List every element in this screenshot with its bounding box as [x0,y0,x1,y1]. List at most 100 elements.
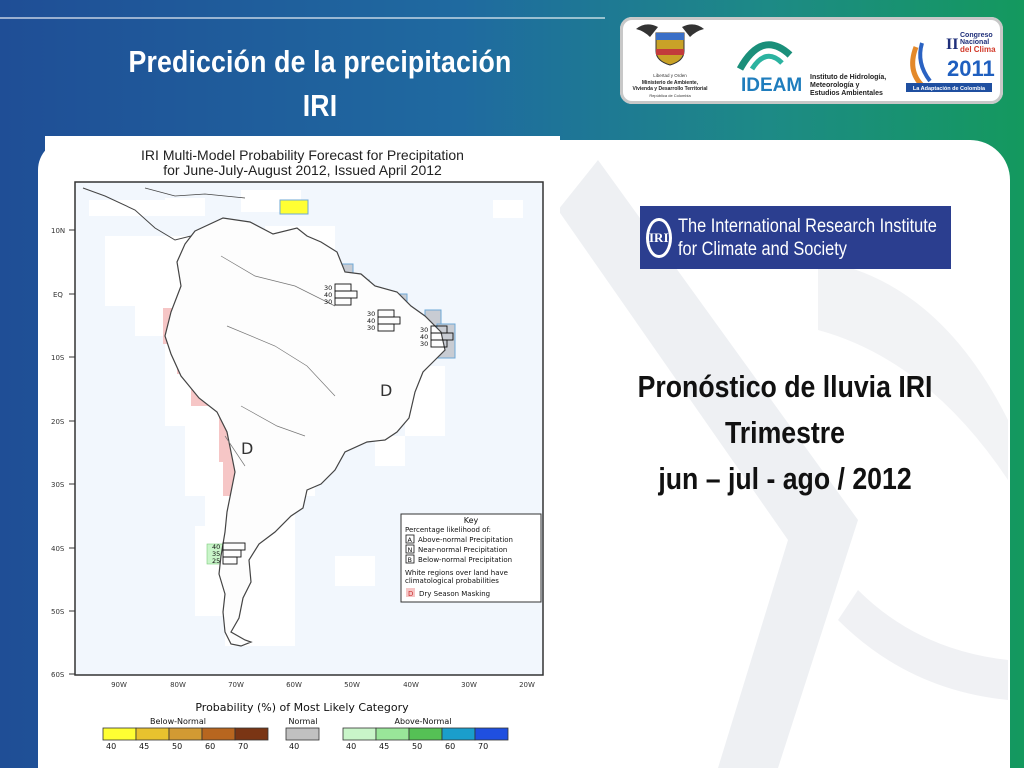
lat-label: 20S [51,418,65,426]
congress-year: 2011 [947,56,995,81]
congress-line2: Nacional [960,39,989,46]
key-dry-text: Dry Season Masking [419,590,490,598]
congress-line3: del Clima [960,45,996,54]
ministry-line1: Libertad y Orden [653,73,687,78]
below-swatch-label: 50 [172,742,182,751]
above-normal-label: Above-Normal [395,717,452,726]
key-note-line1: White regions over land have [405,569,508,577]
lat-label: 30S [51,481,65,489]
below-swatch [234,727,269,741]
coat-of-arms-icon [636,24,704,66]
iri-logo-text: The International Research Institute for… [678,215,937,261]
lat-label: 40S [51,545,65,553]
prob-value: 30 [367,310,375,318]
dry-region-label: D [380,381,392,400]
congress-tagline: La Adaptación de Colombia [913,86,986,92]
key-title: Key [464,516,479,525]
normal-swatch-label: 40 [289,742,299,751]
lon-label: 20W [519,681,535,689]
ministry-line4: República de Colombia [649,93,691,98]
below-swatch-label: 60 [205,742,215,751]
below-swatch [168,727,203,741]
south-america-outline [164,217,446,647]
lat-label: 10N [51,227,65,235]
lon-label: 90W [111,681,127,689]
prob-box: 30 40 30 [367,309,401,332]
ministry-line3: Vivienda y Desarrollo Territorial [632,86,708,92]
key-subtitle: Percentage likelihood of: [405,526,491,534]
lon-label: 60W [286,681,302,689]
prob-value: 35 [212,550,220,558]
ideam-name: IDEAM [741,75,802,96]
above-swatch [342,727,377,741]
prob-value: 30 [367,324,375,332]
lon-label: 50W [344,681,360,689]
forecast-line3: jun – jul - ago / 2012 [658,461,912,496]
lon-axis: 90W 80W 70W 60W 50W 40W 30W 20W [111,681,535,689]
above-swatch-label: 40 [346,742,356,751]
key-row-text: Above-normal Precipitation [418,536,513,544]
prob-value: 30 [324,298,332,306]
below-swatch [201,727,236,741]
prob-value: 40 [212,543,220,551]
above-swatch [375,727,410,741]
map-title: IRI Multi-Model Probability Forecast for… [45,148,560,178]
key-note-line2: climatological probabilities [405,577,499,585]
lon-label: 40W [403,681,419,689]
central-america-outline [82,187,192,241]
ideam-logo-icon [736,41,793,71]
slide-title-line1: Predicción de la precipitación [128,44,512,79]
prob-value: 40 [420,333,428,341]
key-row-text: Below-normal Precipitation [418,556,512,564]
map-title-line1: IRI Multi-Model Probability Forecast for… [141,147,464,163]
map-svg: 10N EQ 10S 20S 30S 40S 50S 60S 90W 80W 7… [51,181,544,751]
prob-box: 30 40 30 [420,325,454,348]
lat-label: 10S [51,354,65,362]
congress-roman: II [946,36,958,53]
lat-label: 60S [51,671,65,679]
ideam-desc-line1: Instituto de Hidrología, [810,74,886,81]
congress-logo-icon [910,42,932,91]
lon-label: 30W [461,681,477,689]
prob-value: 40 [324,291,332,299]
header-rule [0,17,605,19]
below-swatch-label: 70 [238,742,248,751]
above-swatch-label: 60 [445,742,455,751]
above-swatch [408,727,443,741]
map-title-line2: for June-July-August 2012, Issued April … [163,162,442,178]
iri-logo-line2: for Climate and Society [677,238,847,260]
prob-value: 25 [212,557,220,565]
congress-line1: Congreso [960,32,993,39]
forecast-line2: Trimestre [724,415,846,450]
above-swatch-label: 45 [379,742,389,751]
below-swatch [135,727,170,741]
lat-label: EQ [53,291,63,299]
key-letter: A [408,536,413,544]
lon-label: 70W [228,681,244,689]
key-dry-letter: D [408,590,413,598]
logos-banner: Libertad y Orden Ministerio de Ambiente,… [620,17,1003,104]
colorbar-title: Probability (%) of Most Likely Category [195,701,409,714]
colorbar-swatches: 40 45 50 60 70 40 40 45 50 60 70 [102,727,509,751]
prob-box: 30 40 30 [324,283,358,306]
key-row-text: Near-normal Precipitation [418,546,507,554]
above-swatch-label: 50 [412,742,422,751]
prob-value: 40 [367,317,375,325]
below-normal-region [279,199,309,215]
watermark-graphic [558,160,1008,768]
normal-swatch [285,727,320,741]
country-borders [220,255,336,467]
forecast-map: IRI Multi-Model Probability Forecast for… [45,136,560,768]
slide-title-line2: IRI [302,88,338,123]
below-swatch-label: 40 [106,742,116,751]
below-swatch-label: 45 [139,742,149,751]
forecast-text: Pronóstico de lluvia IRI Trimestre jun –… [560,364,1010,502]
dry-region-label: D [241,439,253,458]
lat-axis: 10N EQ 10S 20S 30S 40S 50S 60S [51,227,65,679]
above-swatch [441,727,476,741]
lat-ticks [69,229,75,675]
iri-circle-icon: IRI [646,217,672,258]
ideam-desc-line2: Meteorología y [810,82,860,89]
ideam-desc-line3: Estudios Ambientales [810,90,883,97]
key-letter: B [408,556,412,564]
